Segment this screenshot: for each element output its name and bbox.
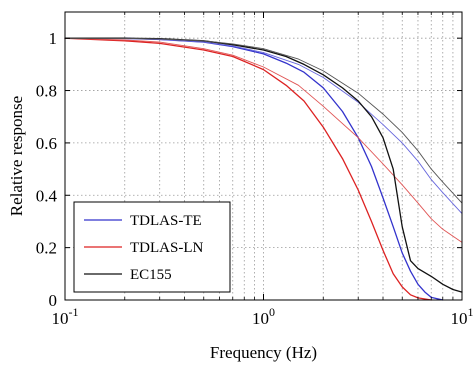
series-line-2 bbox=[64, 37, 432, 301]
y-tick-label: 0.6 bbox=[36, 134, 57, 153]
y-tick-label: 0.8 bbox=[36, 82, 57, 101]
legend: TDLAS-TE TDLAS-LN EC155 bbox=[73, 201, 231, 293]
x-tick-label: 101 bbox=[451, 305, 474, 328]
series-line-1 bbox=[64, 37, 463, 215]
y-axis-title: Relative response bbox=[7, 96, 26, 216]
legend-label: TDLAS-TE bbox=[130, 213, 202, 229]
y-tick-label: 1 bbox=[49, 29, 58, 48]
y-tick-label: 0.2 bbox=[36, 239, 57, 258]
x-axis-title: Frequency (Hz) bbox=[210, 343, 317, 362]
axis-ticks: 0 0.2 0.4 0.6 0.8 1 10-1 100 101 bbox=[36, 12, 474, 328]
x-tick-label: 100 bbox=[252, 305, 275, 328]
legend-label: TDLAS-LN bbox=[130, 240, 203, 256]
y-tick-label: 0.4 bbox=[36, 186, 58, 205]
series-line-3 bbox=[64, 37, 463, 243]
series-line-5 bbox=[64, 37, 463, 204]
legend-label: EC155 bbox=[130, 267, 172, 283]
x-tick-label: 10-1 bbox=[52, 305, 79, 328]
y-tick-label: 0 bbox=[49, 291, 58, 310]
series-layer bbox=[64, 37, 463, 301]
